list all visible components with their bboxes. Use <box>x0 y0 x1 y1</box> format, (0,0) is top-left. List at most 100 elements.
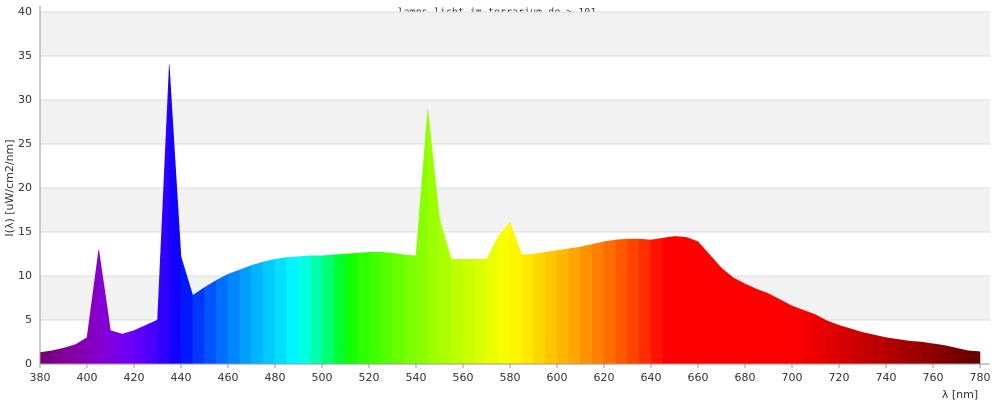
y-axis-label: I(λ) [uW/cm2/nm] <box>3 139 16 236</box>
y-tick-label: 0 <box>25 357 32 370</box>
y-tick-label: 30 <box>18 93 32 106</box>
x-tick-label: 460 <box>218 371 239 384</box>
spectrum-segment <box>263 258 276 365</box>
spectrum-segment <box>838 324 851 365</box>
x-tick-label: 700 <box>782 371 803 384</box>
x-tick-label: 680 <box>735 371 756 384</box>
spectrum-segment <box>39 350 52 365</box>
x-tick-label: 540 <box>406 371 427 384</box>
spectrum-segment <box>921 341 934 365</box>
spectrum-segment <box>486 236 499 365</box>
spectrum-segment <box>968 350 981 365</box>
y-tick-label: 40 <box>18 5 32 18</box>
spectrum-segment <box>404 254 417 365</box>
grid-band <box>40 56 990 100</box>
x-tick-label: 480 <box>265 371 286 384</box>
spectrum-segment <box>615 238 628 365</box>
spectrum-segment <box>392 252 405 365</box>
spectrum-segment <box>850 328 863 365</box>
x-tick-label: 600 <box>547 371 568 384</box>
y-tick-label: 5 <box>25 313 32 326</box>
spectrum-segment <box>603 239 616 365</box>
spectrum-segment <box>545 250 558 365</box>
spectrum-segment <box>286 256 299 365</box>
spectrum-segment <box>380 251 393 365</box>
spectrum-segment <box>592 241 605 365</box>
spectrum-segment <box>192 286 205 365</box>
spectrum-segment <box>874 334 887 365</box>
spectrum-segment <box>145 319 158 365</box>
spectrum-segment <box>298 255 311 365</box>
spectrum-segment <box>909 340 922 365</box>
y-tick-label: 10 <box>18 269 32 282</box>
spectrum-segment <box>556 248 569 365</box>
x-tick-label: 380 <box>30 371 51 384</box>
x-tick-label: 420 <box>124 371 145 384</box>
spectrum-segment <box>216 273 229 365</box>
spectrum-segment <box>756 288 769 365</box>
spectrum-segment <box>768 293 781 365</box>
y-tick-label: 35 <box>18 49 32 62</box>
spectrum-segment <box>227 269 240 365</box>
spectrum-segment <box>650 237 663 365</box>
spectrum-segment <box>733 277 746 365</box>
spectrum-segment <box>780 299 793 365</box>
spectrum-segment <box>310 255 323 365</box>
spectrum-segment <box>627 238 640 365</box>
spectrum-segment <box>251 261 264 365</box>
grid-band <box>40 188 990 232</box>
x-tick-label: 500 <box>312 371 333 384</box>
x-tick-label: 720 <box>829 371 850 384</box>
x-tick-label: 640 <box>641 371 662 384</box>
spectrum-segment <box>368 251 381 365</box>
x-tick-label: 440 <box>171 371 192 384</box>
spectrum-segment <box>474 259 487 365</box>
grid-band <box>40 100 990 144</box>
spectrum-segment <box>274 257 287 365</box>
spectrum-segment <box>686 236 699 365</box>
spectrum-segment <box>580 244 593 365</box>
x-axis-label: λ [nm] <box>942 388 978 400</box>
spectrum-segment <box>932 343 945 365</box>
x-tick-label: 520 <box>359 371 380 384</box>
x-tick-label: 400 <box>77 371 98 384</box>
x-tick-label: 780 <box>970 371 991 384</box>
x-tick-label: 760 <box>923 371 944 384</box>
spectrum-segment <box>204 279 217 365</box>
spectrum-segment <box>944 345 957 365</box>
spectrum-segment <box>885 337 898 365</box>
x-tick-label: 740 <box>876 371 897 384</box>
spectrum-segment <box>744 283 757 365</box>
spectrum-segment <box>462 259 475 365</box>
spectrum-segment <box>533 251 546 365</box>
x-tick-label: 560 <box>453 371 474 384</box>
spectrum-segment <box>721 267 734 365</box>
x-tick-label: 620 <box>594 371 615 384</box>
spectrum-segment <box>674 236 687 365</box>
spectrum-segment <box>956 347 969 365</box>
x-tick-label: 660 <box>688 371 709 384</box>
spectrum-segment <box>321 254 334 365</box>
spectrum-segment <box>803 309 816 365</box>
spectrum-segment <box>897 339 910 365</box>
spectrum-segment <box>63 344 76 365</box>
spectrum-segment <box>110 330 123 365</box>
y-tick-label: 15 <box>18 225 32 238</box>
spectrum-segment <box>133 324 146 365</box>
spectrum-segment <box>239 265 252 365</box>
spectrum-segment <box>333 253 346 365</box>
spectrum-segment <box>521 253 534 365</box>
spectrum-segment <box>639 238 652 365</box>
spectrum-segment <box>815 314 828 365</box>
spectrum-segment <box>862 332 875 365</box>
spectrum-segment <box>451 259 464 365</box>
spectrum-segment <box>345 252 358 365</box>
spectrum-segment <box>498 221 511 365</box>
spectrum-segment <box>697 241 710 365</box>
y-tick-label: 25 <box>18 137 32 150</box>
spectrum-segment <box>662 236 675 365</box>
spectrum-segment <box>791 305 804 365</box>
spectrum-segment <box>709 254 722 365</box>
spectrum-segment <box>122 330 135 365</box>
